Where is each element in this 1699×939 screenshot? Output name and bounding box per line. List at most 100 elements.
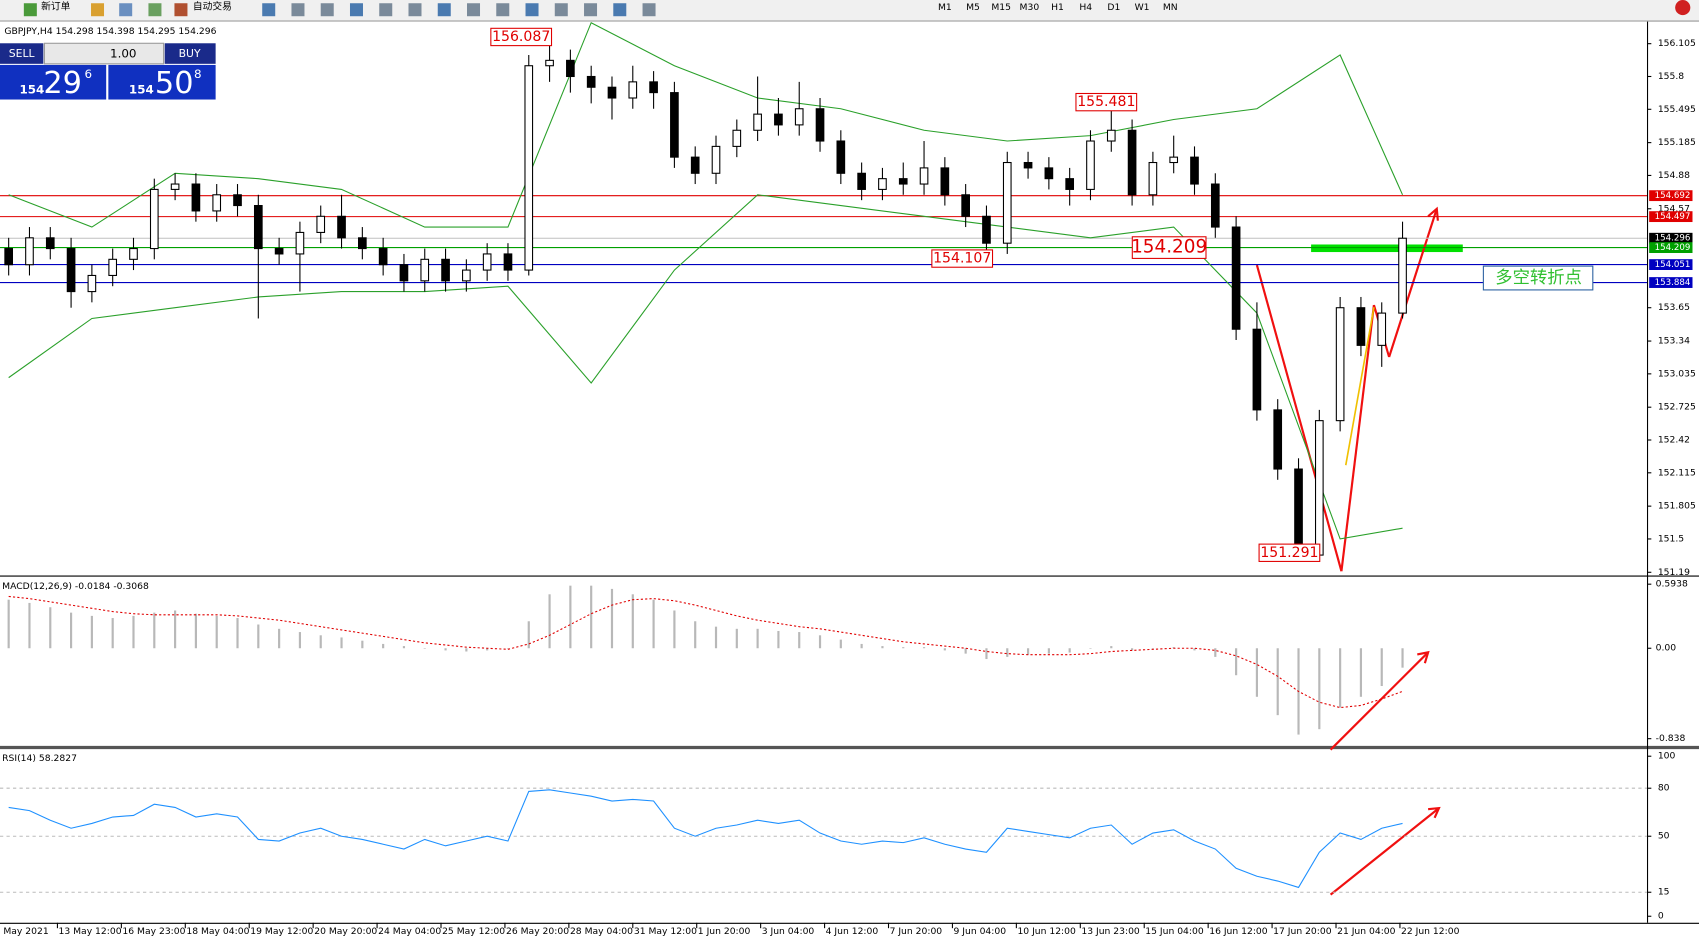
timeframe[interactable]: M1 xyxy=(938,2,952,13)
macd-bar xyxy=(1089,648,1092,649)
macd-bar xyxy=(298,632,302,649)
tool-icon xyxy=(613,3,627,17)
tool-icon[interactable] xyxy=(148,3,162,17)
candle-body xyxy=(940,167,950,196)
lot[interactable]: 1.00 xyxy=(110,47,137,61)
x-tick-label: 1 Jun 20:00 xyxy=(698,926,751,937)
tool-icon[interactable] xyxy=(119,3,133,17)
ask-digits[interactable]: 50 xyxy=(155,66,194,101)
note-box xyxy=(1482,265,1594,291)
macd-bar xyxy=(319,635,322,649)
buy-label[interactable]: BUY xyxy=(179,47,201,60)
macd-tick-label: 0.00 xyxy=(1656,643,1677,654)
sell-label[interactable]: SELL xyxy=(9,47,35,60)
timeframe[interactable]: M5 xyxy=(966,2,980,13)
candle-body xyxy=(607,86,617,99)
annotation: 154.209 xyxy=(1131,237,1207,258)
timeframe[interactable]: M30 xyxy=(1020,2,1040,13)
ask-big[interactable]: 154 xyxy=(129,82,154,96)
candle-body xyxy=(919,167,929,185)
timeframe[interactable]: W1 xyxy=(1135,2,1150,13)
macd-bar xyxy=(652,599,655,649)
arrow xyxy=(1255,264,1343,572)
macd-bar xyxy=(153,612,156,649)
macd-bar xyxy=(1110,646,1113,649)
macd-bar xyxy=(194,613,197,649)
tool-icon[interactable] xyxy=(91,3,105,17)
candle-body xyxy=(898,178,908,185)
x-tick-label: 13 May 12:00 xyxy=(59,926,122,937)
new-order-icon[interactable] xyxy=(23,3,37,17)
arrow-head xyxy=(1428,806,1441,819)
price-level-tag xyxy=(1649,277,1693,288)
new-order[interactable]: 新订单 xyxy=(41,0,70,12)
macd-bar xyxy=(215,615,218,649)
tool-icon xyxy=(584,3,598,17)
price-level-tag xyxy=(1649,259,1693,270)
macd-bar xyxy=(402,646,406,649)
x-tick-label: 10 Jun 12:00 xyxy=(1017,926,1076,937)
macd-bar xyxy=(1276,648,1279,716)
timeframe[interactable]: H1 xyxy=(1051,2,1064,13)
bid-sup[interactable]: 6 xyxy=(85,67,93,81)
candle-body xyxy=(1377,312,1387,346)
candle-body xyxy=(1065,178,1075,190)
bid-box[interactable] xyxy=(0,64,107,100)
macd-bar xyxy=(340,637,343,649)
candle-body xyxy=(4,248,14,266)
timeframe[interactable]: MN xyxy=(1163,2,1178,13)
auto-trading[interactable]: 自动交易 xyxy=(193,0,232,12)
tool-icon xyxy=(525,3,539,17)
auto-trading-icon[interactable] xyxy=(174,3,188,17)
notification[interactable] xyxy=(1675,0,1691,16)
candle-body xyxy=(1148,161,1158,196)
annotation-box xyxy=(1131,236,1207,259)
annotation: 156.087 xyxy=(492,29,550,45)
macd-bar xyxy=(527,621,530,649)
candle-body xyxy=(378,248,388,266)
ask-sup[interactable]: 8 xyxy=(194,67,202,81)
candle-body xyxy=(358,237,367,250)
macd-tick-label: 0.5938 xyxy=(1656,579,1688,590)
tool-icon xyxy=(320,3,334,17)
macd-tick-label: -0.838 xyxy=(1656,733,1686,744)
timeframe[interactable]: M15 xyxy=(991,2,1011,13)
candle-body xyxy=(732,129,742,147)
macd-bar xyxy=(49,607,52,649)
price-tick-label: 151.805 xyxy=(1658,501,1696,512)
sell-button[interactable] xyxy=(0,43,44,64)
macd-bar xyxy=(7,599,10,649)
timeframe[interactable]: D1 xyxy=(1107,2,1120,13)
candle-body xyxy=(1335,307,1345,422)
macd-bar xyxy=(69,612,73,649)
annotation-box xyxy=(490,27,553,47)
price-tick-label: 155.8 xyxy=(1658,71,1684,82)
timeframe[interactable]: H4 xyxy=(1079,2,1092,13)
price-tick-label: 153.035 xyxy=(1658,368,1696,379)
annotation: 155.481 xyxy=(1077,94,1135,110)
candle-body xyxy=(878,178,887,190)
macd-bar xyxy=(798,632,801,649)
price-tick-label: 154.88 xyxy=(1658,170,1690,181)
macd-bar xyxy=(1131,648,1134,651)
price-level-label: 154.692 xyxy=(1655,191,1691,201)
candle-body xyxy=(170,183,180,190)
ask-box[interactable] xyxy=(108,64,216,100)
x-tick-label: 9 Jun 04:00 xyxy=(954,926,1007,937)
x-tick-label: 17 Jun 20:00 xyxy=(1273,926,1332,937)
bid-big[interactable]: 154 xyxy=(20,82,45,96)
bid-digits[interactable]: 29 xyxy=(43,66,82,101)
x-tick-label: 24 May 04:00 xyxy=(378,926,441,937)
macd-bar xyxy=(236,618,239,649)
rsi-line xyxy=(8,789,1403,889)
candle-body xyxy=(87,274,97,293)
macd-bar xyxy=(1235,648,1238,676)
buy-button[interactable] xyxy=(164,43,216,64)
candle-body xyxy=(1294,468,1303,556)
arrow xyxy=(1329,651,1429,751)
candle-body xyxy=(753,113,762,131)
lot-field[interactable] xyxy=(43,42,165,65)
candle-body xyxy=(1273,409,1283,470)
price-tick-label: 152.42 xyxy=(1658,435,1690,446)
chart-title: GBPJPY,H4 154.298 154.398 154.295 154.29… xyxy=(4,26,216,37)
